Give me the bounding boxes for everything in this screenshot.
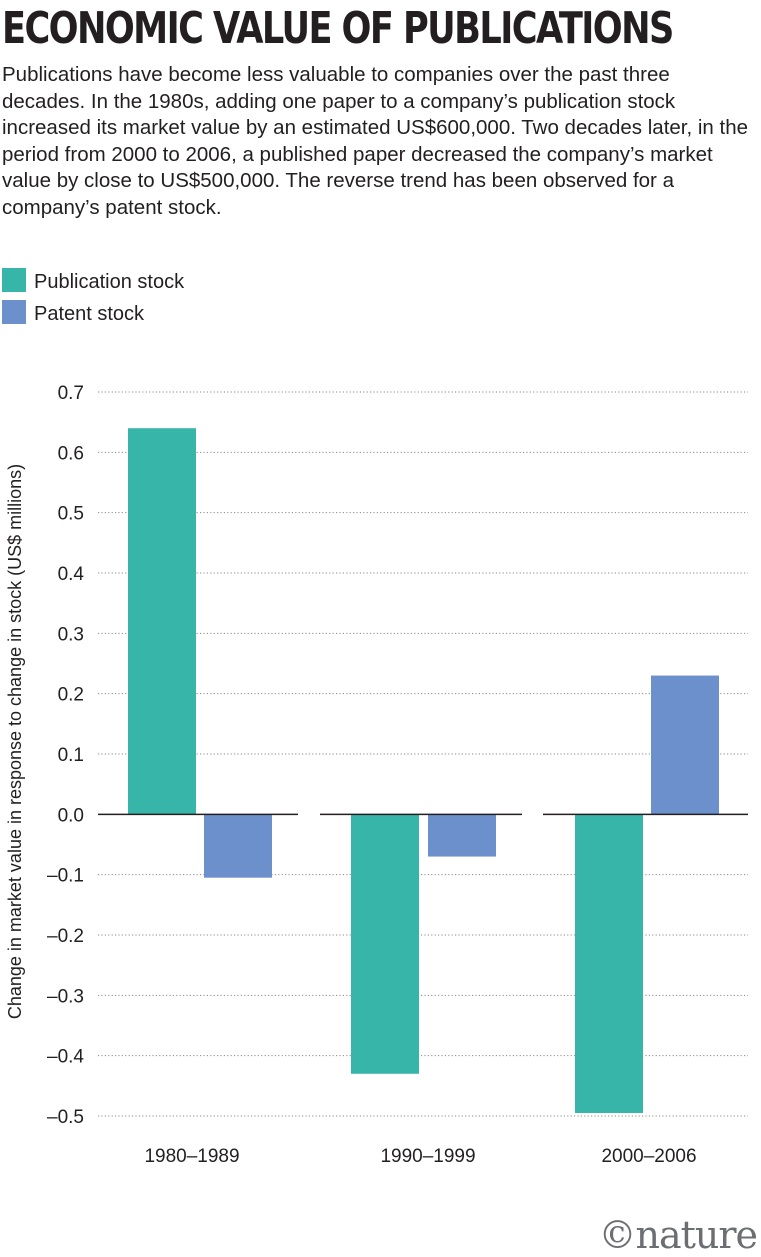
y-tick-label: 0.4	[58, 564, 85, 585]
x-tick-label: 2000–2006	[601, 1146, 696, 1167]
chart-subtitle: Publications have become less valuable t…	[2, 63, 749, 219]
x-tick-label: 1980–1989	[144, 1146, 239, 1167]
x-axis-ticks: 1980–1989 1990–1999 2000–2006	[144, 1146, 696, 1167]
y-tick-label: –0.5	[47, 1107, 84, 1128]
y-tick-label: –0.2	[47, 926, 84, 947]
y-tick-label: 0.7	[58, 383, 84, 404]
bars	[128, 428, 719, 1113]
y-tick-label: 0.2	[58, 685, 84, 706]
bar-patent-1	[428, 814, 496, 857]
y-tick-label: –0.3	[47, 986, 84, 1007]
chart-title: ECONOMIC VALUE OF PUBLICATIONS	[2, 3, 674, 54]
bar-publication-1	[351, 814, 419, 1074]
y-tick-label: 0.6	[58, 443, 84, 464]
y-axis-ticks: 0.7 0.6 0.5 0.4 0.3 0.2 0.1 0.0 –0.1 –0.2 –0.3 –0.4…	[47, 383, 84, 1128]
x-tick-label: 1990–1999	[380, 1146, 475, 1167]
y-tick-label: 0.1	[58, 745, 84, 766]
y-tick-label: 0.5	[58, 504, 84, 525]
y-axis-title: Change in market value in response to ch…	[5, 464, 25, 1019]
y-tick-label: –0.1	[47, 866, 84, 887]
bar-patent-0	[204, 814, 272, 878]
legend-label-patent: Patent stock	[34, 303, 145, 325]
legend-swatch-publication	[2, 268, 26, 292]
bar-patent-2	[651, 675, 719, 815]
y-tick-label: 0.3	[58, 624, 84, 645]
nature-logo: ©nature	[598, 1213, 758, 1257]
y-tick-label: 0.0	[58, 805, 84, 826]
y-tick-label: –0.4	[47, 1047, 84, 1068]
legend-swatch-patent	[2, 300, 26, 324]
bar-publication-2	[575, 814, 643, 1113]
bar-publication-0	[128, 428, 196, 815]
legend-label-publication: Publication stock	[34, 271, 185, 293]
